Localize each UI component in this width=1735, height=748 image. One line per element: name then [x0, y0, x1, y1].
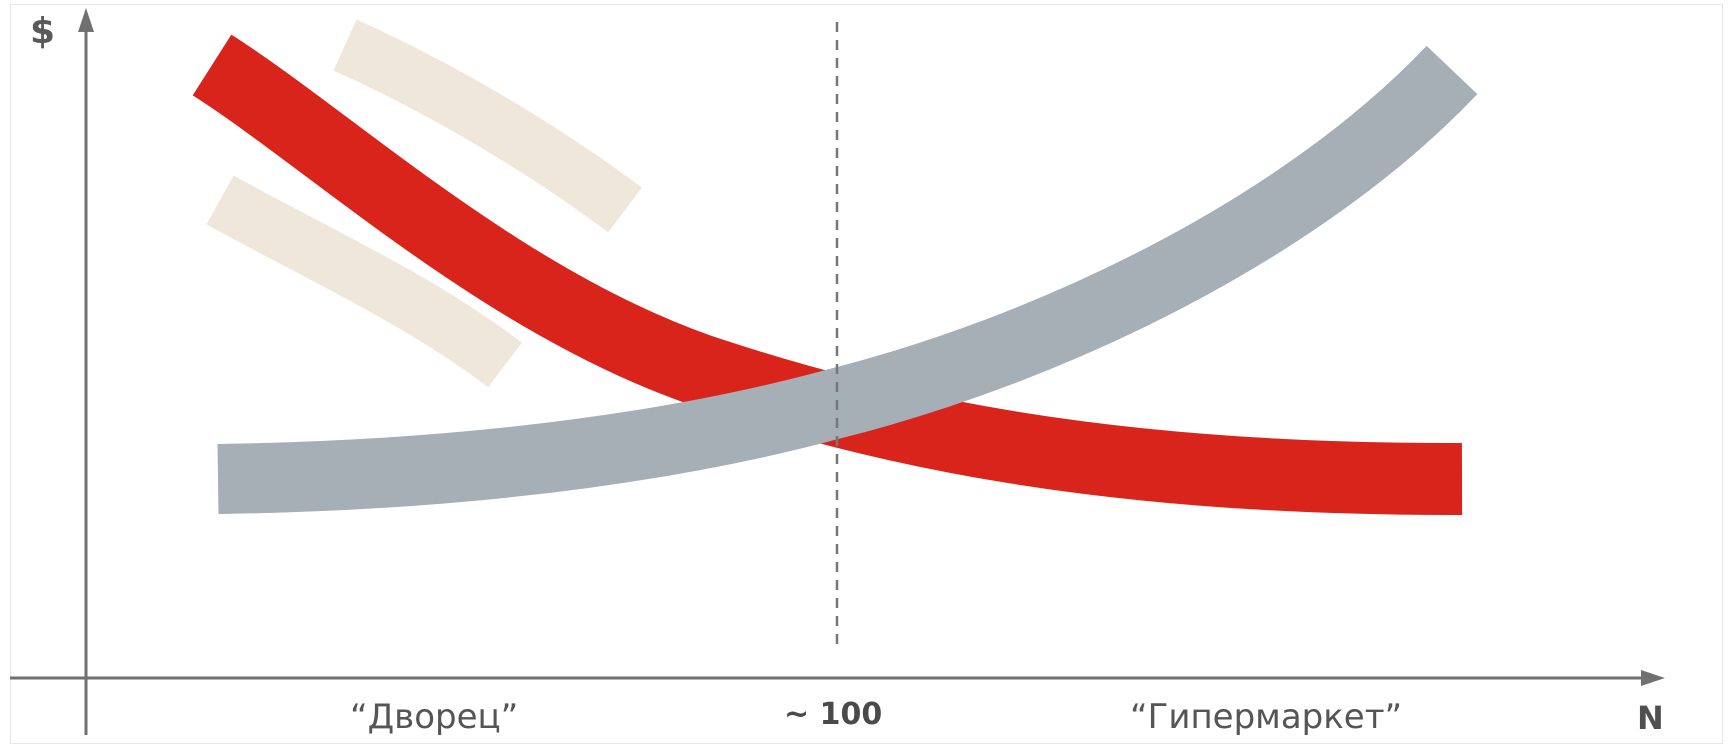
red-curve — [192, 34, 1463, 516]
x-axis-label: N — [1637, 699, 1664, 737]
y-axis-label: $ — [30, 11, 56, 52]
middle-caption: ~ 100 — [784, 697, 883, 732]
x-axis-arrow — [1641, 670, 1665, 686]
y-axis-arrow — [78, 8, 94, 32]
beige-band-upper — [333, 19, 642, 233]
beige-band-lower — [206, 175, 523, 388]
left-caption: “Дворец” — [350, 697, 519, 737]
right-caption: “Гипермаркет” — [1130, 697, 1403, 737]
grey-curve — [217, 45, 1478, 514]
